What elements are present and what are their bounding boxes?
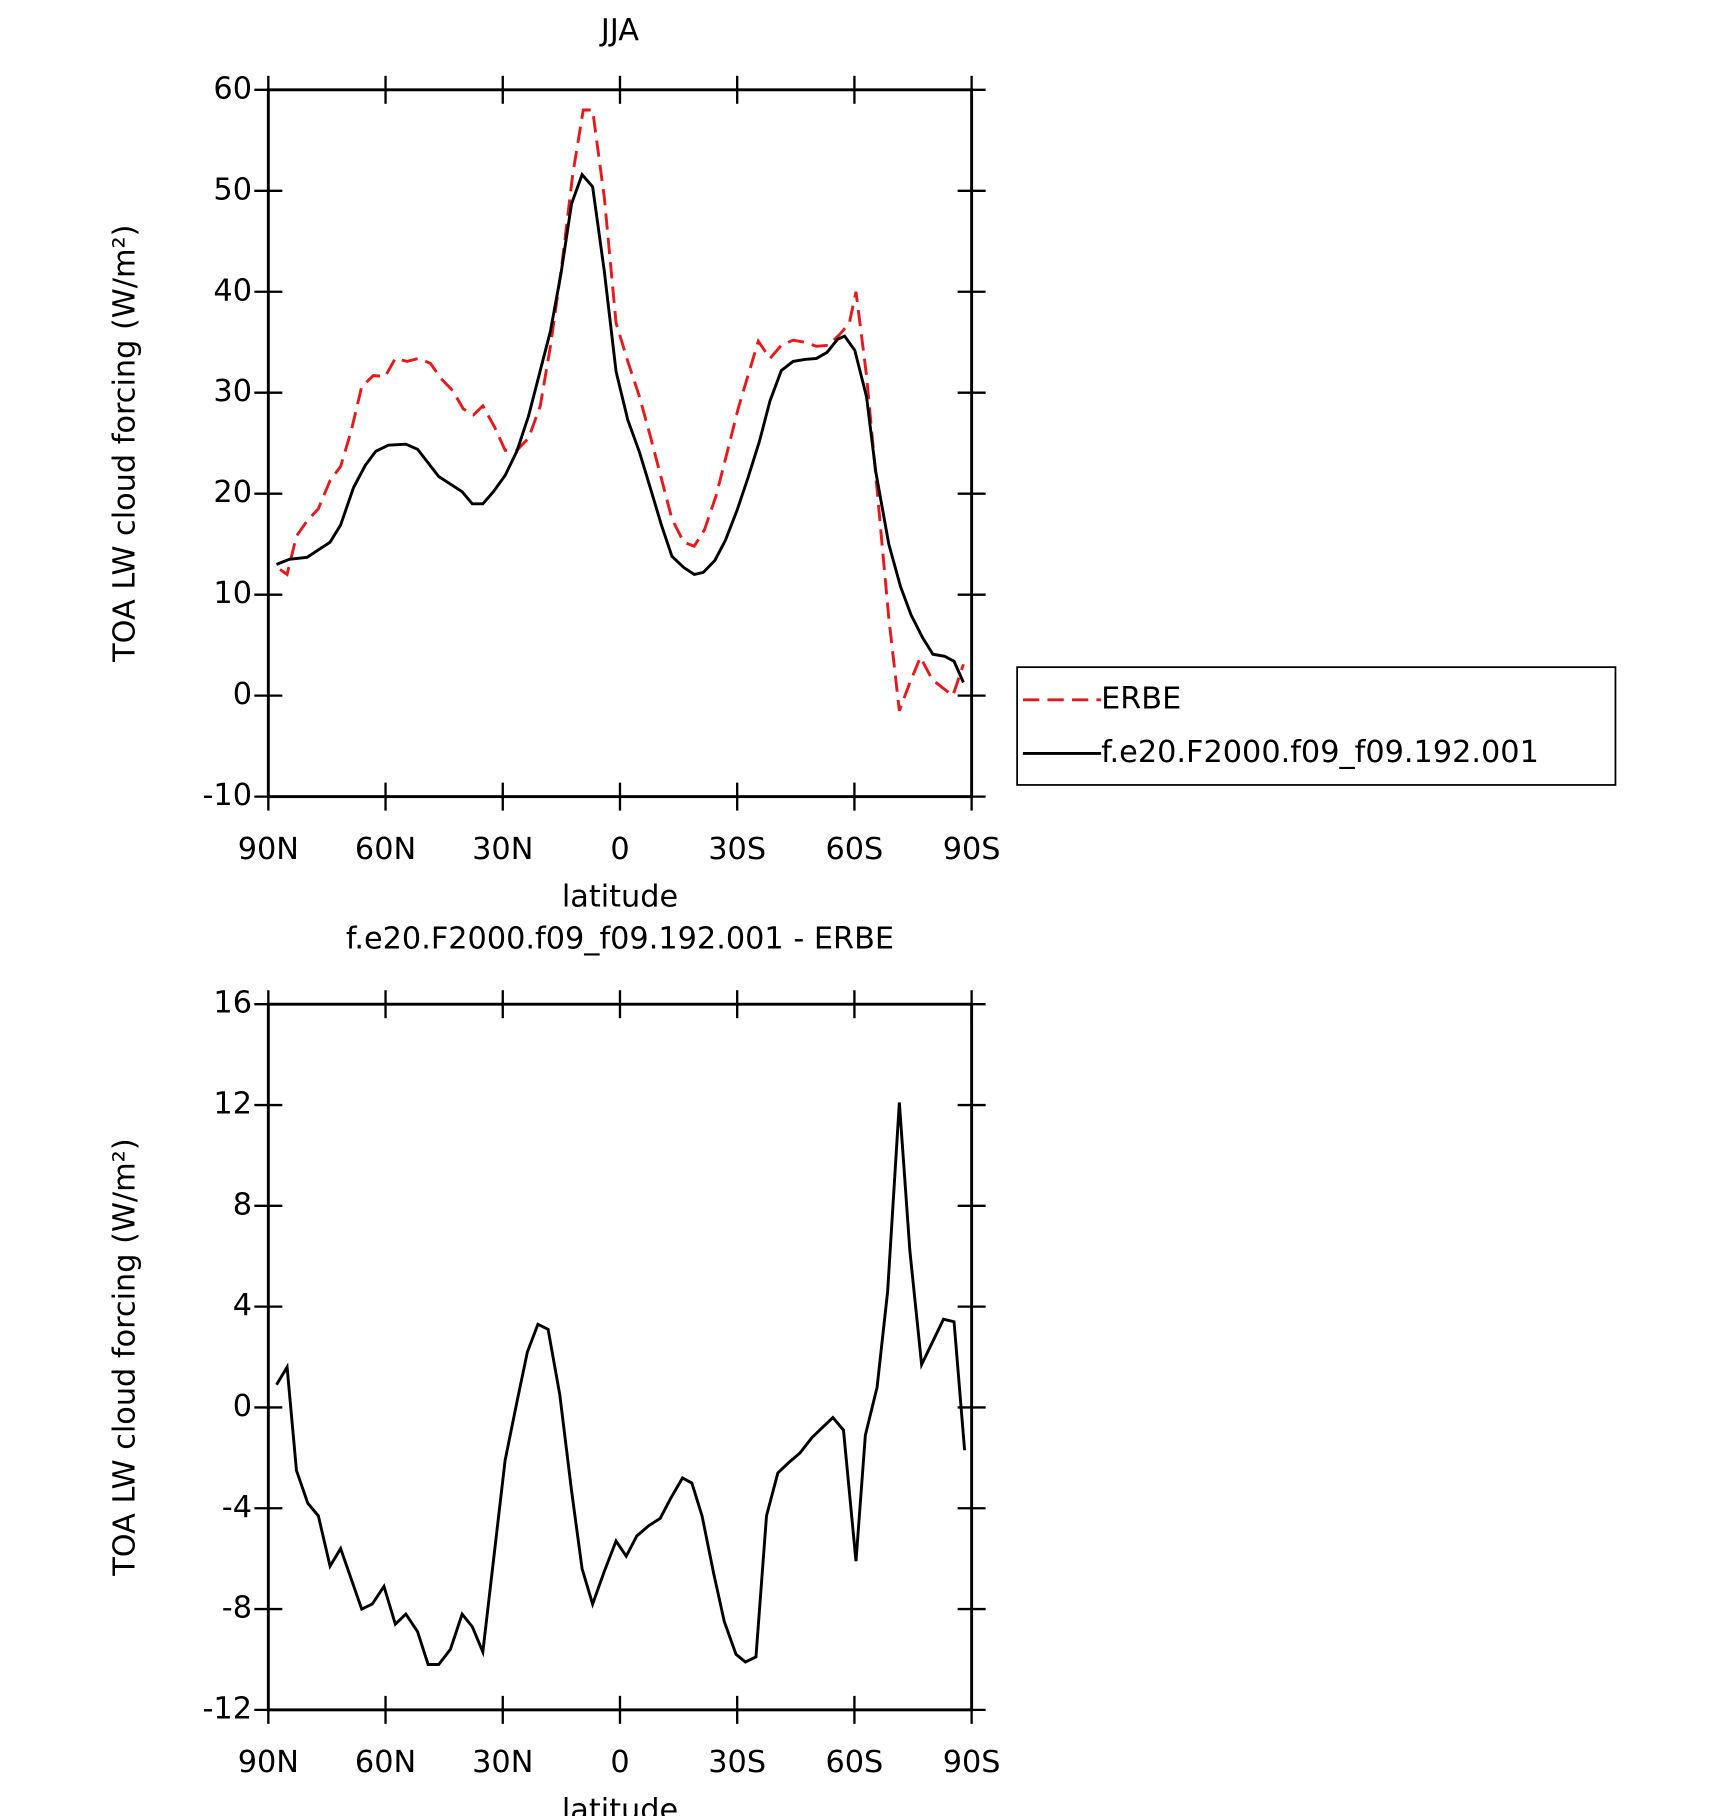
- plot-frame: [266, 1002, 974, 1712]
- y-axis-label: TOA LW cloud forcing (W/m²): [108, 1138, 143, 1576]
- y-tick-label: 20: [213, 475, 252, 510]
- data-line: [275, 1102, 967, 1666]
- x-axis-label: latitude: [562, 1793, 678, 1816]
- y-tick-label: 8: [233, 1187, 252, 1222]
- plot-frame: [266, 88, 974, 799]
- y-axis-label: TOA LW cloud forcing (W/m²): [108, 225, 143, 663]
- x-tick-label: 90N: [238, 832, 299, 867]
- x-tick-label: 30S: [708, 832, 766, 867]
- y-tick-label: 4: [233, 1288, 252, 1323]
- y-tick-label: -4: [222, 1490, 252, 1525]
- x-tick-label: 90S: [943, 1745, 1001, 1780]
- legend-box: [1016, 666, 1617, 786]
- x-axis-label: latitude: [562, 880, 678, 915]
- x-tick-label: 90N: [238, 1745, 299, 1780]
- data-line: [279, 108, 965, 712]
- y-tick-label: 60: [213, 71, 252, 106]
- chart-title: f.e20.F2000.f09_f09.192.001 - ERBE: [346, 922, 894, 957]
- x-tick-label: 30N: [472, 1745, 533, 1780]
- legend-label: ERBE: [1101, 681, 1181, 716]
- data-line: [276, 171, 965, 684]
- y-tick-label: 0: [233, 677, 252, 712]
- y-tick-label: 16: [213, 986, 252, 1021]
- y-tick-label: 12: [213, 1087, 252, 1122]
- x-tick-label: 30N: [472, 832, 533, 867]
- legend-label: f.e20.F2000.f09_f09.192.001: [1101, 735, 1539, 770]
- x-tick-label: 30S: [708, 1745, 766, 1780]
- x-tick-label: 60N: [355, 832, 416, 867]
- y-tick-label: 0: [233, 1389, 252, 1424]
- y-tick-label: 30: [213, 374, 252, 409]
- x-tick-label: 90S: [943, 832, 1001, 867]
- y-tick-label: -12: [202, 1691, 252, 1726]
- chart-title: JJA: [599, 13, 639, 48]
- x-tick-label: 0: [610, 832, 629, 867]
- y-tick-label: -8: [222, 1591, 252, 1626]
- x-tick-label: 60S: [826, 832, 884, 867]
- y-tick-label: 50: [213, 172, 252, 207]
- y-tick-label: -10: [202, 778, 252, 813]
- x-tick-label: 60N: [355, 1745, 416, 1780]
- y-tick-label: 10: [213, 576, 252, 611]
- y-tick-label: 40: [213, 273, 252, 308]
- x-tick-label: 0: [610, 1745, 629, 1780]
- x-tick-label: 60S: [826, 1745, 884, 1780]
